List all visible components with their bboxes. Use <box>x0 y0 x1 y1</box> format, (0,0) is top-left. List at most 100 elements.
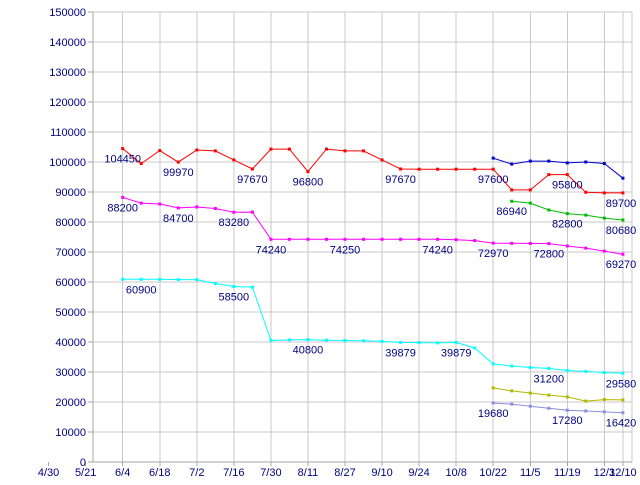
series-line-magenta <box>122 196 623 255</box>
series-blue <box>491 156 625 180</box>
y-tick-label: 40000 <box>55 337 86 349</box>
data-point-marker <box>269 339 273 342</box>
value-mark-label: 74240 <box>422 244 453 256</box>
value-mark-label: 82800 <box>552 219 583 231</box>
data-point-marker <box>454 167 458 171</box>
data-point-marker <box>565 161 569 165</box>
value-mark-label: 74240 <box>256 244 287 256</box>
data-point-marker <box>547 393 551 397</box>
data-point-marker <box>213 282 217 285</box>
value-mark-label: 104450 <box>104 154 141 166</box>
data-point-marker <box>232 158 236 162</box>
data-point-marker <box>399 167 403 171</box>
data-point-marker <box>473 239 477 243</box>
data-point-marker <box>602 216 606 220</box>
data-point-marker <box>436 341 440 345</box>
data-point-marker <box>287 237 291 241</box>
data-point-marker <box>547 173 551 177</box>
series-cyan: 60900 58500 40800 39879 39879 31200 29580 <box>121 277 637 390</box>
x-tick-label: 12/3 <box>594 467 615 479</box>
value-mark-label: 86940 <box>496 206 527 218</box>
value-mark-label: 58500 <box>219 292 250 304</box>
value-mark-label: 60900 <box>126 284 157 296</box>
y-tick-label: 50000 <box>55 307 86 319</box>
data-point-marker <box>547 159 551 163</box>
value-mark-label: 16420 <box>606 418 637 430</box>
data-point-marker <box>565 244 569 248</box>
data-point-marker <box>417 237 421 241</box>
data-point-marker <box>621 218 625 222</box>
data-point-marker <box>325 237 328 241</box>
data-point-marker <box>158 277 162 281</box>
data-point-marker <box>380 158 384 162</box>
data-point-marker <box>399 237 403 241</box>
y-tick-label: 140000 <box>49 37 86 49</box>
data-point-marker <box>584 409 588 413</box>
data-point-marker <box>621 176 625 180</box>
value-mark-label: 29580 <box>606 378 637 390</box>
data-point-marker <box>139 277 143 281</box>
x-tick-label: 8/27 <box>334 467 355 479</box>
data-point-marker <box>362 339 365 343</box>
data-point-marker <box>510 402 514 406</box>
data-point-marker <box>213 207 217 210</box>
data-point-marker <box>250 210 254 214</box>
data-point-marker <box>584 213 588 217</box>
data-point-marker <box>139 162 143 165</box>
data-point-marker <box>491 241 495 245</box>
data-point-marker <box>602 398 606 402</box>
data-point-marker <box>454 238 458 242</box>
value-mark-label: 39879 <box>385 347 416 359</box>
data-point-marker <box>491 386 495 390</box>
y-tick-label: 150000 <box>49 7 86 19</box>
data-point-marker <box>232 210 236 214</box>
value-mark-label: 39879 <box>441 347 472 359</box>
data-point-marker <box>250 285 254 289</box>
axes <box>48 11 632 466</box>
data-point-marker <box>306 170 310 174</box>
series-line-red <box>122 148 623 194</box>
data-point-marker <box>528 188 532 192</box>
data-point-marker <box>510 389 514 393</box>
value-mark-label: 19680 <box>478 408 509 420</box>
series-line-cyan <box>122 278 623 374</box>
data-point-marker <box>547 406 551 410</box>
series-red: 104450 99970 97670 96800 97670 97600 95800 8970… <box>104 147 636 210</box>
value-mark-label: 95800 <box>552 180 583 192</box>
data-point-marker <box>436 237 440 241</box>
data-point-marker <box>584 246 588 250</box>
data-point-marker <box>325 338 328 342</box>
data-point-marker <box>250 167 254 171</box>
data-point-marker <box>380 237 384 241</box>
y-tick-label: 110000 <box>50 127 86 139</box>
data-point-marker <box>602 191 606 195</box>
data-point-marker <box>491 167 495 171</box>
data-point-marker <box>436 167 440 171</box>
value-mark-label: 72800 <box>533 249 564 261</box>
series-line-purple <box>493 402 623 414</box>
data-point-marker <box>621 411 625 415</box>
grid <box>93 11 633 462</box>
data-point-marker <box>491 362 495 366</box>
data-point-marker <box>602 249 606 253</box>
data-point-marker <box>473 346 477 350</box>
x-tick-label: 6/4 <box>115 467 130 479</box>
data-point-marker <box>362 237 365 241</box>
x-tick-label: 7/2 <box>189 467 204 479</box>
data-point-marker <box>380 339 384 343</box>
series-line-blue <box>493 157 624 179</box>
x-tick-label: 7/16 <box>223 467 244 479</box>
y-tick-label: 30000 <box>55 367 86 379</box>
data-point-marker <box>139 201 143 205</box>
data-point-marker <box>269 237 273 241</box>
value-mark-label: 83280 <box>219 217 250 229</box>
data-point-marker <box>343 339 347 342</box>
data-point-marker <box>528 366 532 369</box>
data-point-marker <box>547 242 551 246</box>
data-point-marker <box>213 149 217 153</box>
data-point-marker <box>121 195 125 199</box>
series-olive <box>491 386 625 403</box>
y-axis-labels: 0 10000 20000 30000 40000 50000 60000 70000 8000… <box>49 7 86 469</box>
value-mark-label: 80680 <box>606 225 637 237</box>
